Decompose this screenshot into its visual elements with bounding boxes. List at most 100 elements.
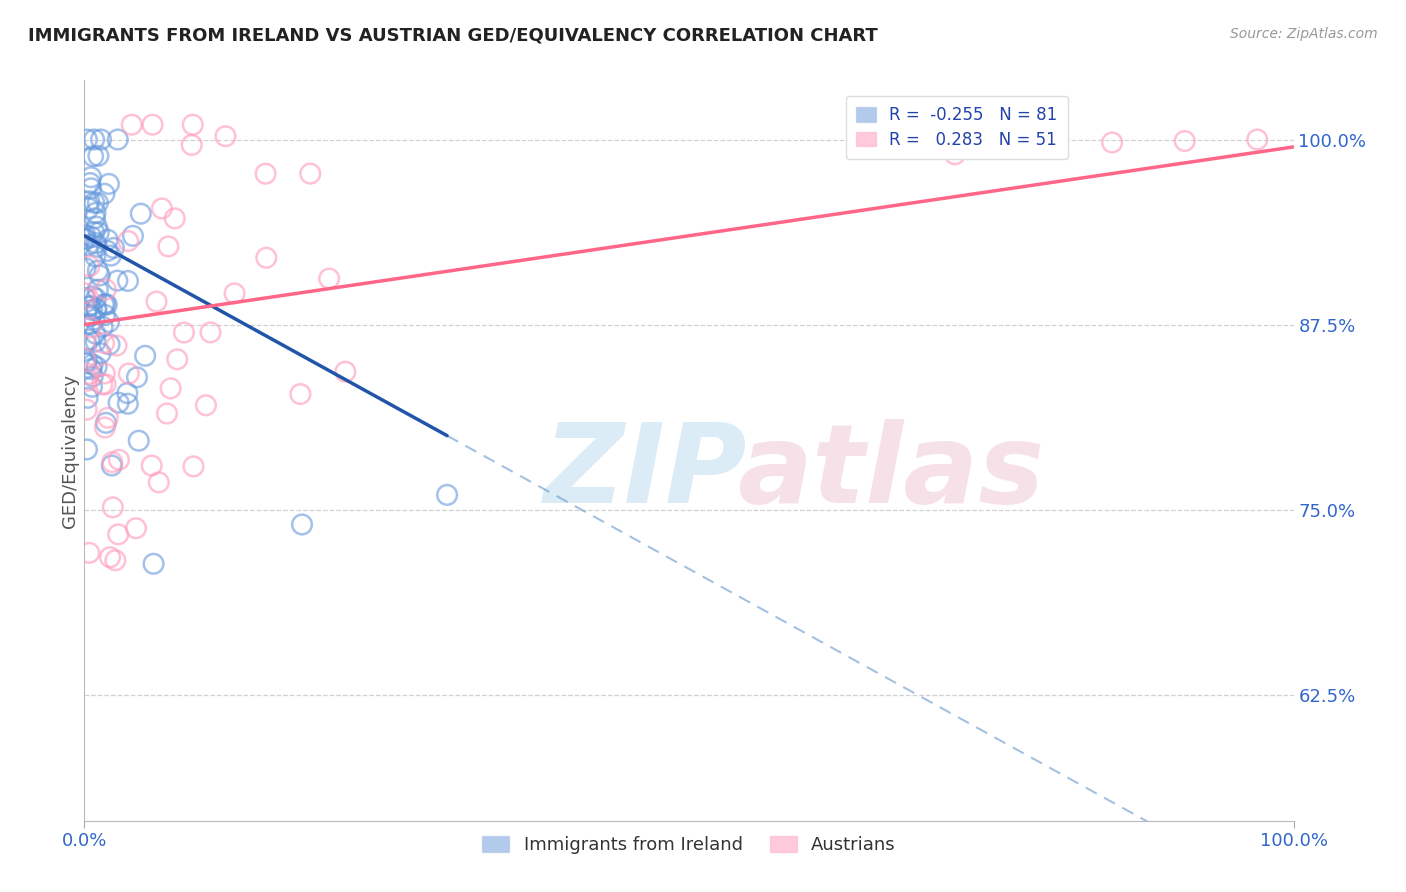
Austrians bbox=[141, 458, 163, 473]
Immigrants from Ireland bbox=[107, 395, 129, 409]
Immigrants from Ireland bbox=[94, 308, 117, 322]
Immigrants from Ireland bbox=[76, 353, 98, 368]
Immigrants from Ireland bbox=[80, 309, 103, 323]
Immigrants from Ireland bbox=[82, 302, 104, 317]
Immigrants from Ireland bbox=[82, 149, 104, 163]
Austrians bbox=[117, 234, 139, 248]
Immigrants from Ireland bbox=[117, 274, 139, 288]
Austrians bbox=[73, 291, 96, 305]
Text: IMMIGRANTS FROM IRELAND VS AUSTRIAN GED/EQUIVALENCY CORRELATION CHART: IMMIGRANTS FROM IRELAND VS AUSTRIAN GED/… bbox=[28, 27, 877, 45]
Austrians bbox=[94, 283, 117, 297]
Immigrants from Ireland bbox=[93, 298, 115, 312]
Austrians bbox=[145, 294, 167, 309]
Immigrants from Ireland bbox=[101, 458, 124, 473]
Immigrants from Ireland bbox=[86, 240, 108, 254]
Immigrants from Ireland bbox=[105, 274, 128, 288]
Austrians bbox=[93, 367, 115, 381]
Immigrants from Ireland bbox=[77, 300, 100, 314]
Immigrants from Ireland bbox=[97, 315, 120, 329]
Immigrants from Ireland bbox=[97, 233, 120, 247]
Austrians bbox=[118, 367, 141, 381]
Immigrants from Ireland bbox=[87, 149, 110, 163]
Immigrants from Ireland bbox=[77, 201, 100, 215]
Immigrants from Ireland bbox=[93, 186, 115, 201]
Austrians bbox=[335, 365, 357, 379]
Immigrants from Ireland bbox=[84, 334, 107, 349]
Austrians bbox=[98, 550, 121, 565]
Immigrants from Ireland bbox=[103, 241, 125, 255]
Immigrants from Ireland bbox=[75, 232, 97, 246]
Immigrants from Ireland bbox=[76, 391, 98, 405]
Immigrants from Ireland bbox=[98, 337, 121, 351]
Immigrants from Ireland bbox=[87, 226, 110, 240]
Austrians bbox=[107, 527, 129, 541]
Immigrants from Ireland bbox=[134, 349, 156, 363]
Austrians bbox=[150, 202, 173, 216]
Text: ZIP: ZIP bbox=[544, 419, 748, 526]
Legend: Immigrants from Ireland, Austrians: Immigrants from Ireland, Austrians bbox=[472, 827, 905, 863]
Austrians bbox=[91, 377, 114, 392]
Text: Source: ZipAtlas.com: Source: ZipAtlas.com bbox=[1230, 27, 1378, 41]
Immigrants from Ireland bbox=[94, 297, 117, 311]
Immigrants from Ireland bbox=[79, 317, 101, 331]
Immigrants from Ireland bbox=[75, 336, 97, 351]
Immigrants from Ireland bbox=[128, 434, 150, 448]
Austrians bbox=[194, 398, 217, 412]
Immigrants from Ireland bbox=[82, 369, 104, 384]
Immigrants from Ireland bbox=[84, 302, 107, 317]
Text: atlas: atlas bbox=[737, 419, 1045, 526]
Austrians bbox=[180, 138, 202, 153]
Immigrants from Ireland bbox=[125, 370, 148, 384]
Austrians bbox=[1174, 134, 1197, 148]
Immigrants from Ireland bbox=[96, 244, 118, 258]
Immigrants from Ireland bbox=[96, 297, 118, 311]
Austrians bbox=[108, 452, 131, 467]
Austrians bbox=[76, 402, 98, 417]
Austrians bbox=[148, 475, 170, 490]
Austrians bbox=[79, 259, 101, 273]
Immigrants from Ireland bbox=[84, 292, 107, 306]
Immigrants from Ireland bbox=[75, 356, 97, 370]
Austrians bbox=[254, 251, 277, 265]
Immigrants from Ireland bbox=[73, 232, 96, 246]
Immigrants from Ireland bbox=[77, 194, 100, 209]
Immigrants from Ireland bbox=[83, 225, 105, 239]
Immigrants from Ireland bbox=[117, 386, 139, 401]
Austrians bbox=[94, 377, 117, 392]
Y-axis label: GED/Equivalency: GED/Equivalency bbox=[62, 374, 80, 527]
Austrians bbox=[318, 271, 340, 285]
Immigrants from Ireland bbox=[76, 442, 98, 457]
Immigrants from Ireland bbox=[82, 289, 104, 303]
Austrians bbox=[159, 381, 181, 395]
Austrians bbox=[299, 167, 322, 181]
Immigrants from Ireland bbox=[86, 219, 108, 234]
Austrians bbox=[166, 352, 188, 367]
Immigrants from Ireland bbox=[79, 299, 101, 313]
Immigrants from Ireland bbox=[82, 358, 104, 372]
Austrians bbox=[943, 147, 966, 161]
Immigrants from Ireland bbox=[75, 228, 97, 243]
Austrians bbox=[101, 455, 124, 469]
Immigrants from Ireland bbox=[91, 319, 114, 334]
Austrians bbox=[73, 286, 96, 301]
Immigrants from Ireland bbox=[122, 228, 145, 243]
Immigrants from Ireland bbox=[83, 312, 105, 326]
Immigrants from Ireland bbox=[83, 132, 105, 146]
Immigrants from Ireland bbox=[87, 283, 110, 297]
Immigrants from Ireland bbox=[89, 268, 111, 283]
Immigrants from Ireland bbox=[80, 181, 103, 195]
Immigrants from Ireland bbox=[77, 238, 100, 252]
Immigrants from Ireland bbox=[80, 362, 103, 376]
Austrians bbox=[77, 367, 100, 381]
Austrians bbox=[101, 500, 124, 515]
Immigrants from Ireland bbox=[80, 170, 103, 185]
Austrians bbox=[254, 167, 277, 181]
Immigrants from Ireland bbox=[77, 333, 100, 347]
Immigrants from Ireland bbox=[84, 249, 107, 263]
Austrians bbox=[104, 553, 127, 567]
Immigrants from Ireland bbox=[86, 359, 108, 374]
Austrians bbox=[214, 129, 236, 144]
Immigrants from Ireland bbox=[94, 416, 117, 430]
Immigrants from Ireland bbox=[142, 557, 165, 571]
Immigrants from Ireland bbox=[129, 207, 152, 221]
